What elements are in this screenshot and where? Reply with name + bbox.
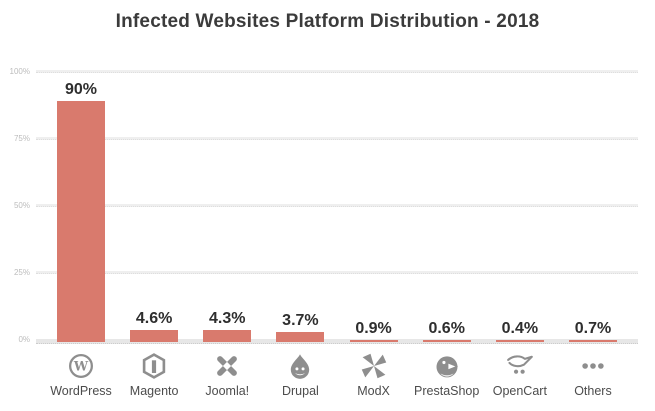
bar-column: 3.7% Drupal [260, 0, 340, 411]
bar-value-label: 0.4% [501, 320, 539, 338]
opencart-icon [480, 351, 560, 381]
chart-title: Infected Websites Platform Distribution … [115, 11, 540, 32]
bar [568, 340, 617, 342]
gridline-25 [36, 271, 638, 274]
platform-label: Drupal [281, 384, 319, 398]
y-tick-label: 100% [9, 67, 30, 76]
y-tick-label: 75% [13, 134, 30, 143]
y-tick-label: 25% [13, 268, 30, 277]
bar [422, 340, 471, 342]
bar-value-label: 0.6% [428, 320, 465, 338]
bar [349, 339, 398, 342]
y-tick-label: 0% [18, 335, 30, 344]
bar-column: 0.9% ModX [334, 0, 414, 411]
bar-column: 0.4% OpenCart [480, 0, 560, 411]
bar [495, 340, 544, 342]
platform-label: Joomla! [205, 384, 250, 398]
modx-icon [334, 351, 414, 381]
bar-value-label: 4.3% [209, 310, 246, 328]
platform-label: Magento [129, 384, 179, 398]
bar-column: 4.3% Joomla! [187, 0, 267, 411]
wordpress-icon [41, 351, 121, 381]
platform-label: ModX [357, 384, 390, 398]
platform-label: OpenCart [492, 384, 547, 398]
gridline-50 [36, 204, 638, 207]
bar-value-label: 0.7% [574, 320, 612, 338]
prestashop-icon [407, 351, 487, 381]
bar-column: 0.7% Others [553, 0, 633, 411]
bar-column: 4.6% Magento [114, 0, 194, 411]
gridline-100 [36, 70, 638, 73]
bar [276, 332, 325, 342]
bar-value-label: 3.7% [282, 312, 319, 330]
bar [130, 329, 179, 342]
x-axis-line [36, 339, 638, 344]
y-tick-label: 50% [13, 201, 30, 210]
bar-value-label: 4.6% [135, 309, 173, 327]
bar-value-label: 0.9% [355, 319, 392, 337]
platform-label: WordPress [50, 384, 112, 398]
bar-value-label: 90% [64, 80, 98, 98]
magento-icon [114, 351, 194, 381]
bar-column: 90% WordPress [41, 0, 121, 411]
bar [203, 330, 252, 342]
platform-label: PrestaShop [414, 384, 480, 398]
drupal-icon [260, 351, 340, 381]
bar [57, 100, 105, 342]
others-icon [553, 351, 633, 381]
gridline-75 [36, 137, 638, 140]
bar-column: 0.6% PrestaShop [407, 0, 487, 411]
platform-label: Others [574, 384, 612, 398]
joomla-icon [187, 351, 267, 381]
